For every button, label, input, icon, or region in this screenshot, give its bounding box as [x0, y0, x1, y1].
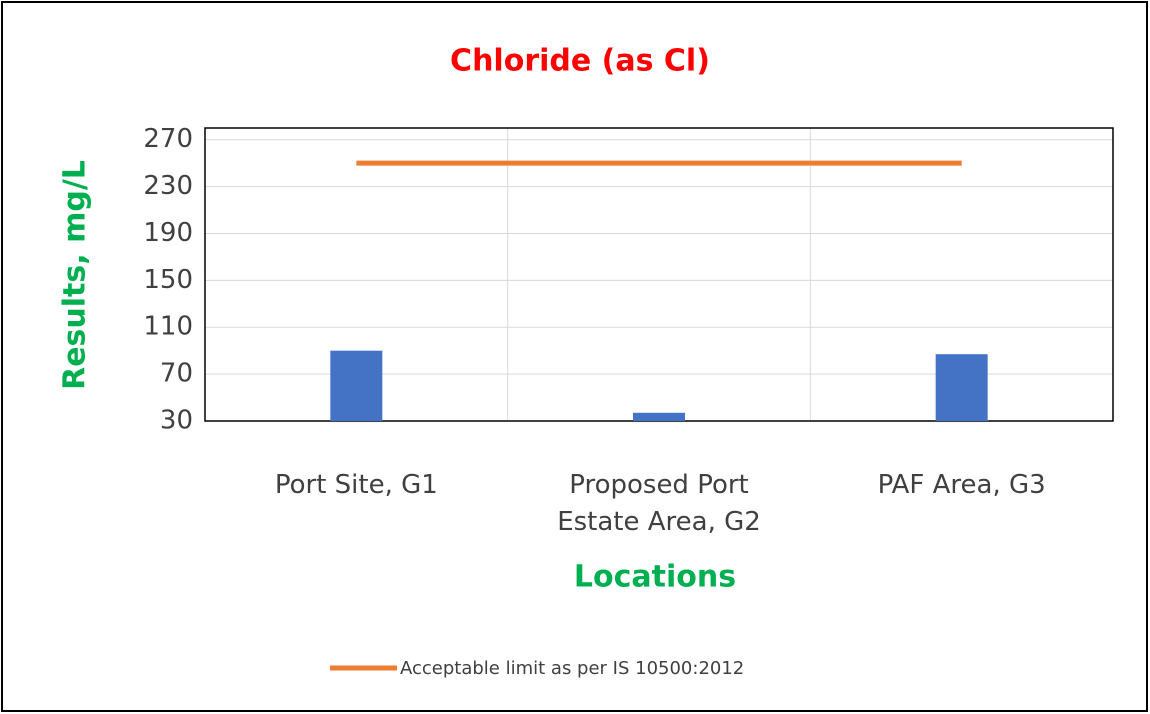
y-tick-label: 70	[160, 359, 193, 389]
y-tick-label: 270	[143, 124, 193, 154]
x-tick-label: PAF Area, G3	[877, 470, 1046, 500]
y-tick-label: 150	[143, 265, 193, 295]
y-tick-label: 230	[143, 171, 193, 201]
x-tick-label: Proposed Port Estate Area, G2	[557, 470, 761, 537]
y-tick-label: 110	[143, 312, 193, 342]
bar	[935, 354, 988, 421]
y-axis-label: Results, mg/L	[58, 160, 93, 390]
chart-title: Chloride (as Cl)	[450, 44, 710, 79]
legend-label: Acceptable limit as per IS 10500:2012	[400, 658, 744, 679]
y-tick-label: 30	[160, 406, 193, 436]
x-axis-label: Locations	[574, 560, 736, 595]
bar	[633, 412, 685, 421]
bar	[330, 350, 383, 421]
y-tick-label: 190	[143, 218, 193, 248]
x-tick-label: Port Site, G1	[274, 470, 438, 500]
